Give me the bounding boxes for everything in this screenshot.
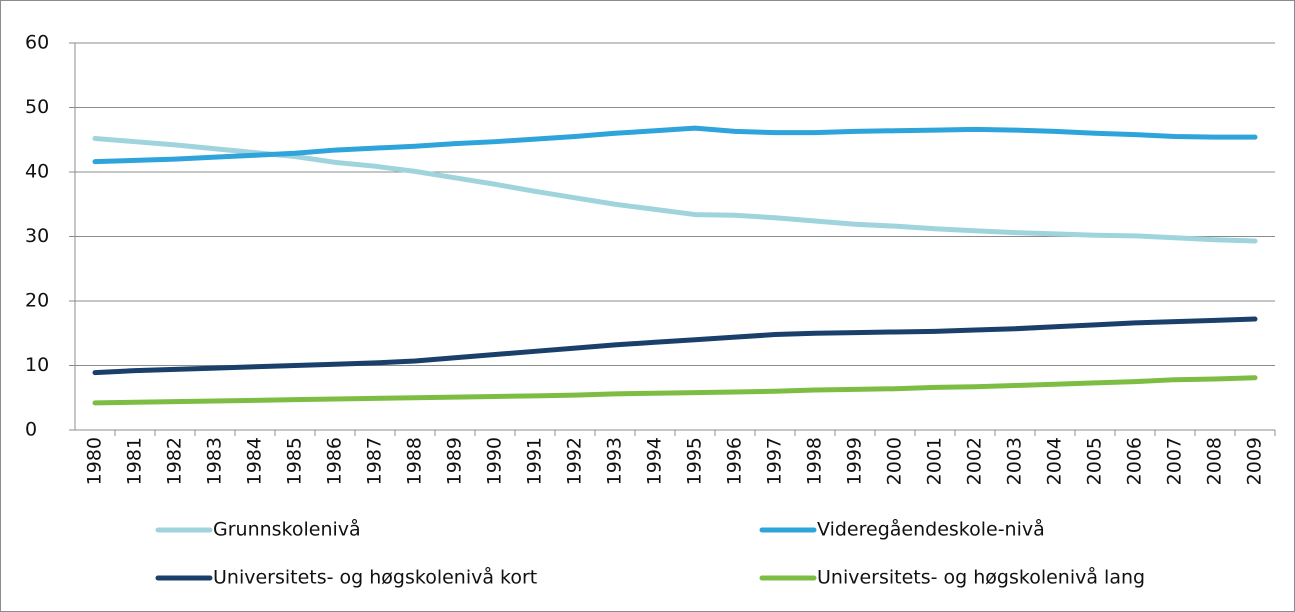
series-line — [92, 125, 1258, 165]
series-line — [92, 316, 1258, 376]
x-tick-label: 1993 — [604, 437, 626, 485]
x-tick-label: 2002 — [964, 437, 986, 485]
x-tick-label: 1984 — [244, 437, 266, 485]
x-tick-label: 1990 — [484, 437, 506, 485]
x-tick-label: 2001 — [924, 437, 946, 485]
legend-label: Grunnskolenivå — [213, 518, 361, 541]
y-tick-label: 30 — [25, 225, 49, 247]
x-tick-label: 1998 — [804, 437, 826, 485]
x-tick-label: 1981 — [124, 437, 146, 485]
x-tick-label: 1986 — [324, 437, 346, 485]
x-tick-label: 1985 — [284, 437, 306, 485]
x-tick-label: 1999 — [844, 437, 866, 485]
x-tick-label: 1980 — [84, 437, 106, 485]
x-tick-label: 1996 — [724, 437, 746, 485]
x-tick-label: 2006 — [1124, 437, 1146, 485]
x-tick-label: 1989 — [444, 437, 466, 485]
y-tick-label: 0 — [25, 419, 37, 441]
y-tick-label: 40 — [25, 161, 49, 183]
y-tick-label: 50 — [25, 96, 49, 118]
y-tick-label: 20 — [25, 290, 49, 312]
series-line — [92, 375, 1258, 406]
x-tick-label: 1995 — [684, 437, 706, 485]
x-tick-label: 1982 — [164, 437, 186, 485]
x-tick-label: 2009 — [1244, 437, 1266, 485]
x-tick-label: 1994 — [644, 437, 666, 485]
x-tick-label: 1987 — [364, 437, 386, 485]
x-tick-label: 2007 — [1164, 437, 1186, 485]
x-tick-label: 2000 — [884, 437, 906, 485]
x-tick-label: 2003 — [1004, 437, 1026, 485]
legend-label: Videregåendeskole-nivå — [817, 518, 1045, 541]
x-tick-label: 1983 — [204, 437, 226, 485]
y-tick-label: 10 — [25, 354, 49, 376]
legend-label: Universitets- og høgskolenivå lang — [817, 566, 1145, 589]
x-tick-label: 1997 — [764, 437, 786, 485]
x-tick-label: 1992 — [564, 437, 586, 485]
x-tick-label: 2008 — [1204, 437, 1226, 485]
x-tick-label: 2004 — [1044, 437, 1066, 485]
legend-label: Universitets- og høgskolenivå kort — [213, 566, 537, 589]
x-tick-label: 1991 — [524, 437, 546, 485]
y-tick-label: 60 — [25, 32, 49, 54]
x-tick-label: 2005 — [1084, 437, 1106, 485]
x-tick-label: 1988 — [404, 437, 426, 485]
